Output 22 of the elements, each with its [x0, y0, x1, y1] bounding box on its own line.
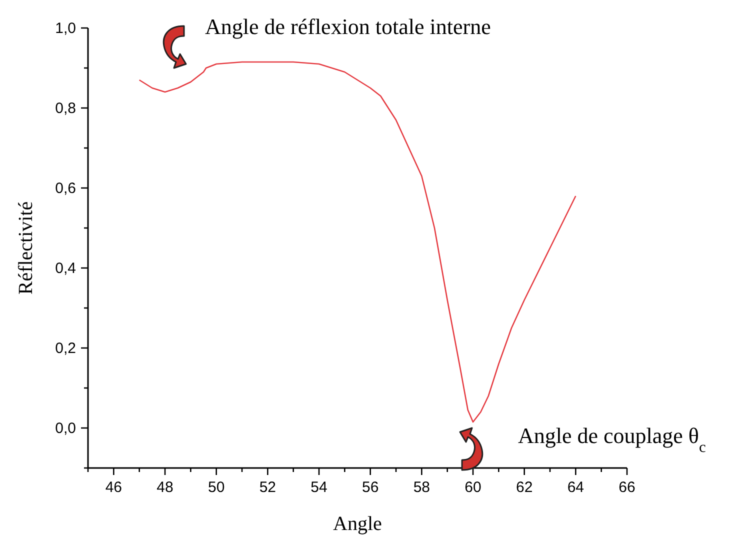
y-tick-label: 1,0 [55, 20, 76, 37]
x-axis-title: Angle [333, 513, 382, 535]
annotation: Angle de réflexion totale interne [205, 14, 491, 39]
x-tick-label: 56 [362, 479, 379, 496]
x-tick-label: 46 [105, 479, 122, 496]
x-tick-label: 66 [618, 479, 636, 496]
x-tick-label: 58 [413, 479, 430, 496]
y-tick-label: 0,0 [55, 420, 76, 437]
y-axis-title: Réflectivité [15, 201, 37, 295]
x-tick-label: 48 [156, 479, 174, 496]
x-tick-label: 54 [310, 479, 328, 496]
x-tick-label: 60 [464, 479, 482, 496]
y-tick-label: 0,4 [55, 260, 76, 277]
y-tick-label: 0,2 [55, 340, 76, 357]
x-tick-label: 52 [259, 479, 276, 496]
y-tick-label: 0,8 [55, 100, 76, 117]
x-tick-label: 62 [516, 479, 533, 496]
x-tick-label: 50 [208, 479, 225, 496]
line-series [138, 61, 576, 423]
annotation: Angle de couplage θ$_{c}$ [518, 423, 706, 456]
y-tick-label: 0,6 [55, 180, 76, 197]
x-tick-label: 64 [567, 479, 584, 496]
